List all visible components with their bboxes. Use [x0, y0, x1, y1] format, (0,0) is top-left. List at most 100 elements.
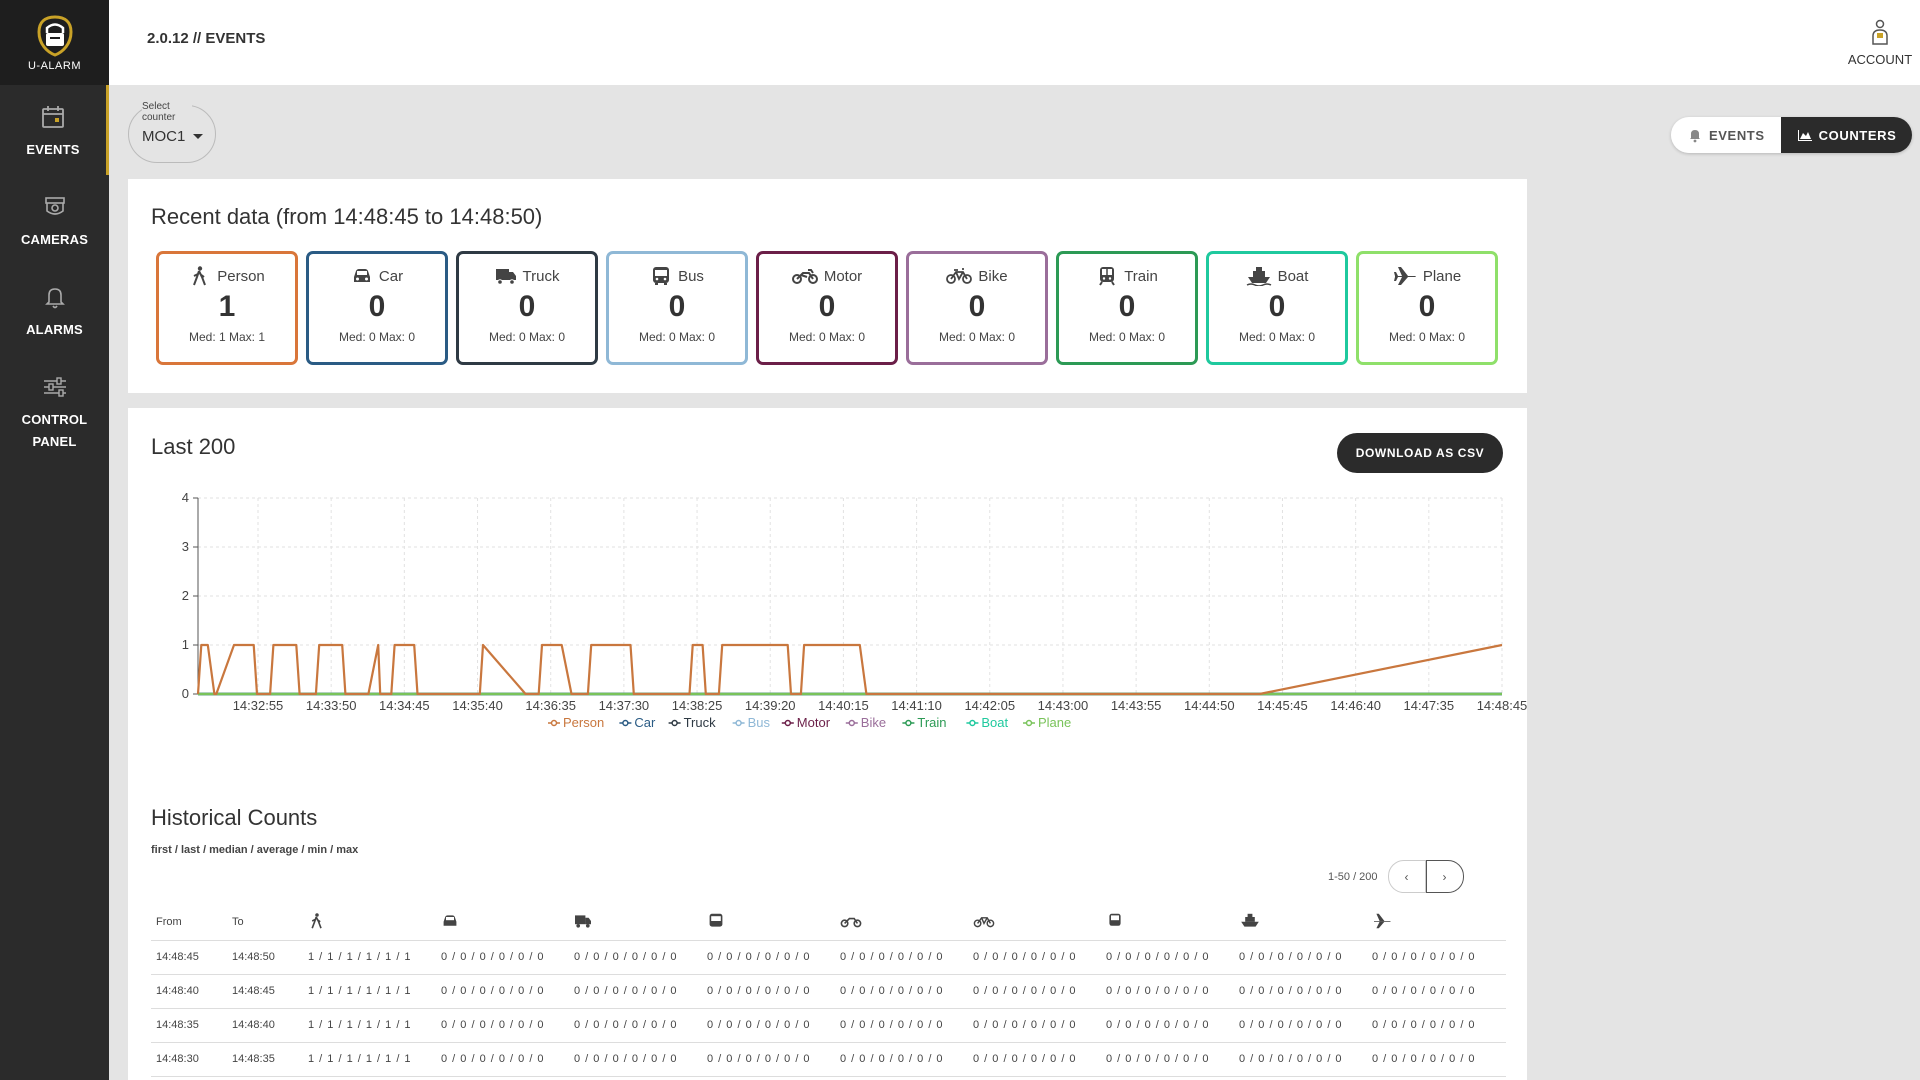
cell-motor: 0 / 0 / 0 / 0 / 0 / 0 — [835, 1042, 968, 1077]
train-icon — [1099, 267, 1116, 286]
legend-label-bike: Bike — [861, 715, 886, 730]
class-value: 0 — [1418, 290, 1436, 323]
cell-from: 14:48:35 — [151, 1008, 227, 1043]
legend-label-train: Train — [917, 715, 946, 730]
historical-counts-table: From To 14:48:45 14:48:50 1 / 1 / 1 / 1 / … — [151, 905, 1506, 1077]
class-value: 0 — [668, 290, 686, 323]
cell-to: 14:48:35 — [227, 1042, 303, 1077]
cell-boat: 0 / 0 / 0 / 0 / 0 / 0 — [1234, 1008, 1367, 1043]
recent-data-card: Recent data (from 14:48:45 to 14:48:50) … — [128, 179, 1527, 393]
legend-label-car: Car — [634, 715, 656, 730]
sidebar-item-label: EVENTS — [26, 142, 80, 157]
cell-to: 14:48:40 — [227, 1008, 303, 1043]
counter-select-label: Select counter — [142, 101, 192, 123]
bicycle-icon — [946, 268, 973, 284]
user-icon — [1872, 19, 1888, 45]
class-name: Car — [378, 267, 404, 285]
recent-data-title: Recent data (from 14:48:45 to 14:48:50) — [151, 204, 543, 229]
legend-marker-dot — [550, 719, 558, 727]
col-bus — [702, 905, 835, 941]
cell-train: 0 / 0 / 0 / 0 / 0 / 0 — [1101, 1008, 1234, 1043]
caret-down-icon — [193, 134, 203, 139]
sidebar-item-label: CONTROL PANEL — [22, 409, 88, 453]
cell-train: 0 / 0 / 0 / 0 / 0 / 0 — [1101, 940, 1234, 975]
class-box-person: Person 1 Med: 1 Max: 1 — [156, 251, 298, 365]
cell-motor: 0 / 0 / 0 / 0 / 0 / 0 — [835, 974, 968, 1009]
col-bike — [968, 905, 1101, 941]
col-motor — [835, 905, 968, 941]
class-box-bike: Bike 0 Med: 0 Max: 0 — [906, 251, 1048, 365]
sidebar-item-control-panel[interactable]: CONTROL PANEL — [0, 355, 109, 467]
last-200-line-chart: 14:32:55 14:33:50 14:34:45 14:35:40 14:36:35… — [182, 490, 1527, 730]
col-plane — [1367, 905, 1506, 941]
cell-plane: 0 / 0 / 0 / 0 / 0 / 0 — [1367, 940, 1506, 975]
cell-bus: 0 / 0 / 0 / 0 / 0 / 0 — [702, 1042, 835, 1077]
x-tick-label: 14:47:35 — [1404, 698, 1455, 713]
cell-car: 0 / 0 / 0 / 0 / 0 / 0 — [436, 940, 569, 975]
class-value: 0 — [818, 290, 836, 323]
sidebar-item-label-line1: CONTROL — [21, 412, 88, 427]
cell-truck: 0 / 0 / 0 / 0 / 0 / 0 — [569, 1008, 702, 1043]
legend-label-truck: Truck — [684, 715, 717, 730]
cell-bus: 0 / 0 / 0 / 0 / 0 / 0 — [702, 974, 835, 1009]
prev-page-button[interactable]: ‹ — [1387, 860, 1426, 893]
legend-marker-dot — [905, 719, 912, 727]
class-stats: Med: 0 Max: 0 — [338, 330, 416, 344]
cell-plane: 0 / 0 / 0 / 0 / 0 / 0 — [1367, 974, 1506, 1009]
sidebar-item-label: CAMERAS — [20, 232, 89, 247]
cell-boat: 0 / 0 / 0 / 0 / 0 / 0 — [1234, 1042, 1367, 1077]
sidebar-item-label: ALARMS — [26, 322, 83, 337]
class-stats: Med: 0 Max: 0 — [1238, 330, 1316, 344]
cell-motor: 0 / 0 / 0 / 0 / 0 / 0 — [835, 940, 968, 975]
class-stats: Med: 0 Max: 0 — [788, 330, 866, 344]
person-walking-icon — [193, 266, 207, 286]
class-stats: Med: 0 Max: 0 — [1388, 330, 1466, 344]
legend-marker-dot — [969, 719, 976, 727]
class-value: 0 — [368, 290, 386, 323]
bell-icon — [44, 288, 65, 309]
legend-label-plane: Plane — [1038, 715, 1071, 730]
area-chart-icon — [1797, 130, 1812, 141]
account-button[interactable]: ACCOUNT — [1840, 18, 1920, 67]
page-title: 2.0.12 // EVENTS — [147, 30, 266, 47]
app-logo[interactable]: U-ALARM — [0, 0, 109, 85]
view-toggle: EVENTS COUNTERS — [1671, 117, 1913, 153]
pagination: 1-50 / 200 ‹ › — [1328, 860, 1464, 893]
x-tick-label: 14:40:15 — [818, 698, 869, 713]
class-box-bus: Bus 0 Med: 0 Max: 0 — [606, 251, 748, 365]
legend-label-bus: Bus — [748, 715, 771, 730]
class-stats: Med: 1 Max: 1 — [188, 330, 266, 344]
cell-person: 1 / 1 / 1 / 1 / 1 / 1 — [303, 940, 436, 975]
cell-person: 1 / 1 / 1 / 1 / 1 / 1 — [303, 1008, 436, 1043]
events-toggle-label: EVENTS — [1709, 127, 1765, 143]
cell-bus: 0 / 0 / 0 / 0 / 0 / 0 — [702, 940, 835, 975]
ship-icon — [1246, 267, 1271, 286]
cell-train: 0 / 0 / 0 / 0 / 0 / 0 — [1101, 974, 1234, 1009]
y-tick-label: 2 — [182, 588, 189, 603]
x-tick-label: 14:43:00 — [1038, 698, 1089, 713]
sidebar-item-events[interactable]: EVENTS — [0, 85, 109, 175]
class-stats: Med: 0 Max: 0 — [938, 330, 1016, 344]
class-name: Plane — [1422, 267, 1462, 285]
class-value: 0 — [1268, 290, 1286, 323]
cell-from: 14:48:45 — [151, 940, 227, 975]
class-box-motor: Motor 0 Med: 0 Max: 0 — [756, 251, 898, 365]
next-page-button[interactable]: › — [1425, 860, 1464, 893]
counter-select[interactable]: Select counter MOC1 — [128, 101, 216, 163]
car-icon — [443, 915, 457, 926]
y-tick-label: 4 — [182, 490, 189, 505]
bell-icon — [1690, 130, 1700, 143]
table-header-row: From To — [151, 905, 1506, 941]
download-csv-button[interactable]: DOWNLOAD AS CSV — [1337, 433, 1503, 473]
counters-toggle-button[interactable]: COUNTERS — [1780, 117, 1913, 153]
sidebar-item-alarms[interactable]: ALARMS — [0, 265, 109, 355]
class-name: Motor — [823, 267, 863, 285]
x-tick-label: 14:33:50 — [306, 698, 357, 713]
train-icon — [1109, 913, 1121, 926]
y-tick-label: 3 — [182, 539, 189, 554]
sidebar-item-cameras[interactable]: CAMERAS — [0, 175, 109, 265]
ship-icon — [1241, 913, 1259, 927]
person-walking-icon — [311, 912, 322, 929]
events-toggle-button[interactable]: EVENTS — [1671, 117, 1781, 153]
